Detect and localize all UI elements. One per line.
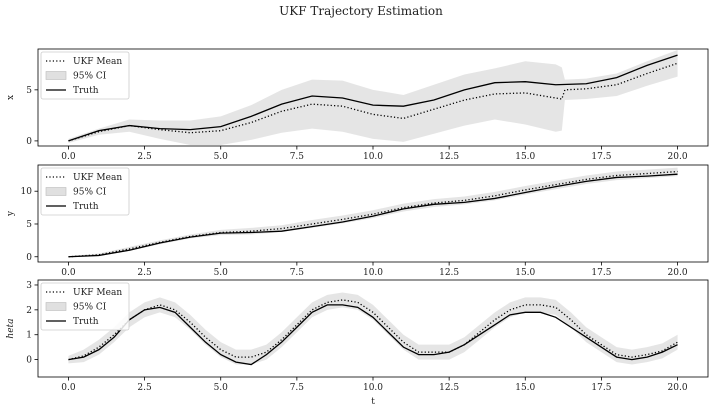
y-axis-label: x <box>6 95 16 100</box>
legend-label: Truth <box>73 86 99 96</box>
x-tick-label: 10.0 <box>363 152 383 162</box>
x-tick-label: 15.0 <box>515 268 535 278</box>
legend-label: 95% CI <box>73 303 107 313</box>
ukf-mean-line <box>68 170 678 258</box>
x-tick-label: 20.0 <box>668 268 688 278</box>
x-tick-label: 17.5 <box>591 268 611 278</box>
x-tick-label: 10.0 <box>363 383 383 393</box>
x-tick-label: 5.0 <box>214 268 229 278</box>
legend-label: 95% CI <box>73 188 107 198</box>
legend-swatch-ci <box>45 187 67 196</box>
x-tick-label: 0.0 <box>61 268 76 278</box>
y-tick-label: 0 <box>26 137 32 147</box>
y-tick-label: 1 <box>26 331 32 341</box>
legend: UKF Mean 95% CI Truth <box>40 167 130 216</box>
legend-swatch-ci <box>45 302 67 311</box>
plot-area <box>68 167 678 258</box>
x-tick-label: 20.0 <box>668 152 688 162</box>
legend-label: UKF Mean <box>73 288 122 298</box>
subplot-2: 0.0 2.5 5.0 7.5 10.0 12.5 15.0 17.5 20.0 0 5 10 y UKF… <box>6 164 709 278</box>
x-axis-label: t <box>371 397 375 407</box>
y-tick-label: 5 <box>26 220 32 230</box>
y-tick-label: 2 <box>26 306 32 316</box>
y-tick-label: 10 <box>21 187 33 197</box>
ci-band <box>68 292 678 365</box>
x-tick-label: 7.5 <box>290 152 305 162</box>
truth-line <box>68 54 678 142</box>
legend-box <box>40 167 130 216</box>
legend-swatch-ci <box>45 71 67 80</box>
plot-area <box>68 292 678 366</box>
x-tick-label: 15.0 <box>515 383 535 393</box>
truth-line <box>68 173 678 258</box>
legend-box <box>40 282 130 331</box>
legend-box <box>40 51 130 100</box>
x-tick-label: 5.0 <box>214 152 229 162</box>
legend: UKF Mean 95% CI Truth <box>40 282 130 331</box>
legend-label: Truth <box>73 202 99 212</box>
legend-label: UKF Mean <box>73 173 122 183</box>
legend-label: Truth <box>73 317 99 327</box>
subplot-3: 0.0 2.5 5.0 7.5 10.0 12.5 15.0 17.5 20.0 0 1 2 3 heta… <box>6 279 709 407</box>
y-tick-label: 5 <box>26 86 32 96</box>
x-tick-label: 0.0 <box>61 383 76 393</box>
x-tick-label: 7.5 <box>290 383 305 393</box>
legend: UKF Mean 95% CI Truth <box>40 51 130 100</box>
x-tick-label: 12.5 <box>439 152 459 162</box>
x-tick-label: 15.0 <box>515 152 535 162</box>
y-tick-label: 0 <box>26 356 32 366</box>
x-tick-label: 17.5 <box>591 383 611 393</box>
x-tick-label: 7.5 <box>290 268 305 278</box>
y-axis-label: heta <box>6 318 16 338</box>
figure-title: UKF Trajectory Estimation <box>279 4 443 18</box>
ci-band <box>68 167 678 258</box>
x-tick-label: 17.5 <box>591 152 611 162</box>
x-tick-label: 2.5 <box>137 152 152 162</box>
y-tick-label: 0 <box>26 253 32 263</box>
x-tick-label: 2.5 <box>137 268 152 278</box>
x-tick-label: 5.0 <box>214 383 229 393</box>
subplot-1: 0.0 2.5 5.0 7.5 10.0 12.5 15.0 17.5 20.0 0 5 x UKF M… <box>6 48 709 162</box>
axes-frame <box>37 279 709 378</box>
y-tick-label: 3 <box>26 281 32 291</box>
x-tick-label: 0.0 <box>61 152 76 162</box>
x-tick-label: 10.0 <box>363 268 383 278</box>
y-axis-label: y <box>6 210 16 217</box>
x-tick-label: 20.0 <box>668 383 688 393</box>
plot-area <box>68 50 678 145</box>
legend-label: 95% CI <box>73 72 107 82</box>
ci-band <box>68 50 678 145</box>
x-tick-label: 12.5 <box>439 383 459 393</box>
legend-label: UKF Mean <box>73 57 122 67</box>
truth-line <box>68 304 678 366</box>
x-tick-label: 12.5 <box>439 268 459 278</box>
x-tick-label: 2.5 <box>137 383 152 393</box>
ukf-mean-line <box>68 299 678 361</box>
